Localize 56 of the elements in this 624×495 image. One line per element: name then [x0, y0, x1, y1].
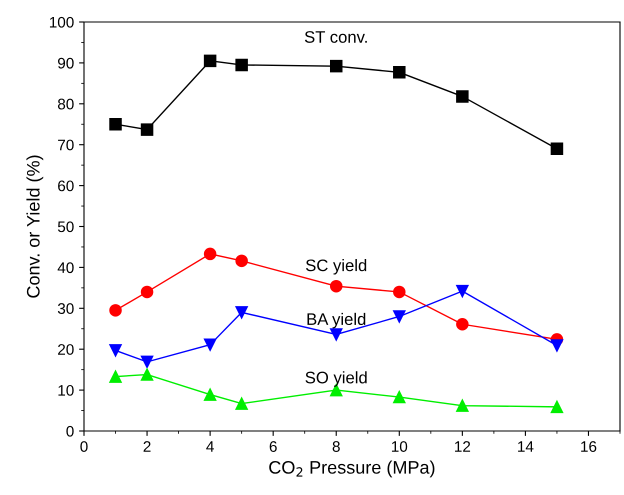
point: [550, 339, 564, 352]
point: [330, 328, 342, 341]
point: [235, 254, 248, 268]
point: [456, 318, 469, 330]
y-tick-label: 90: [58, 58, 74, 69]
point: [140, 356, 154, 368]
point: [550, 400, 564, 414]
point: [393, 286, 406, 298]
y-tick-label: 30: [58, 303, 74, 314]
y-tick-label: 10: [58, 384, 74, 396]
point: [109, 344, 122, 357]
x-tick-label: 0: [80, 441, 88, 452]
point: [393, 66, 406, 79]
x-tick-label: 6: [270, 441, 277, 452]
point: [393, 310, 406, 323]
point: [204, 388, 216, 401]
point: [109, 370, 122, 383]
y-tick-label: 0: [66, 426, 74, 437]
point: [235, 397, 248, 410]
x-tick-label: 12: [455, 441, 470, 452]
point: [330, 280, 342, 292]
point: [235, 58, 248, 72]
x-tick-label: 14: [518, 441, 534, 452]
point: [393, 390, 406, 404]
x-tick-label: 8: [332, 441, 340, 452]
y-tick-label: 80: [58, 98, 74, 110]
point: [456, 90, 469, 103]
point: [204, 54, 216, 68]
point: [204, 248, 216, 260]
point: [140, 123, 154, 136]
point: [109, 118, 122, 130]
y-tick-label: 50: [58, 221, 74, 232]
x-tick-label: 2: [144, 441, 151, 452]
series-label: ST conv.: [304, 31, 367, 43]
point: [330, 60, 342, 72]
point: [456, 284, 469, 298]
x-tick-label: 4: [206, 441, 214, 452]
y-tick-label: 70: [58, 140, 74, 150]
point: [109, 304, 122, 317]
point: [456, 399, 469, 412]
y-tick-label: 60: [58, 180, 74, 192]
point: [140, 286, 154, 298]
y-tick-label: 40: [58, 262, 74, 274]
series-label: SC yield: [306, 259, 366, 275]
point: [140, 368, 154, 381]
x-tick-label: 16: [581, 441, 596, 452]
x-axis-title: CO$_{2}$ Pressure (MPa): [269, 460, 434, 478]
x-tick-label: 10: [392, 441, 408, 452]
point: [235, 306, 248, 319]
point: [204, 338, 216, 351]
series-label: BA yield: [307, 312, 366, 328]
point: [550, 142, 564, 156]
y-tick-label: 20: [58, 344, 74, 355]
y-tick-label: 100: [50, 16, 74, 28]
y-axis-title: Conv. or Yield (%): [26, 156, 44, 298]
series-label: SO yield: [306, 371, 367, 387]
